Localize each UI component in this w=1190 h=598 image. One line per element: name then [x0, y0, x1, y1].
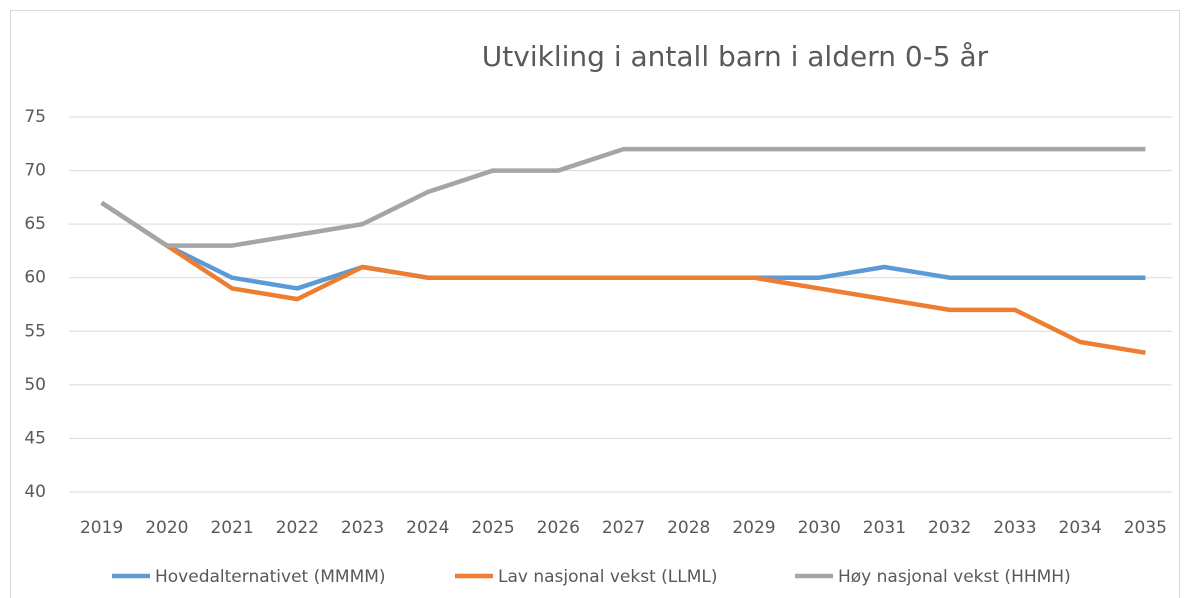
legend-label: Hovedalternativet (MMMM) — [155, 567, 386, 587]
x-tick-label: 2027 — [602, 518, 645, 538]
y-tick-label: 40 — [24, 482, 46, 502]
y-tick-label: 45 — [24, 428, 46, 448]
y-tick-label: 55 — [24, 321, 46, 341]
legend-label: Lav nasjonal vekst (LLML) — [498, 567, 717, 587]
chart-border — [10, 10, 1180, 598]
y-tick-label: 60 — [24, 268, 46, 288]
x-tick-label: 2021 — [210, 518, 253, 538]
x-tick-label: 2020 — [145, 518, 188, 538]
y-tick-label: 70 — [24, 161, 46, 181]
x-tick-label: 2023 — [341, 518, 384, 538]
series-line — [100, 146, 1146, 248]
x-tick-label: 2026 — [537, 518, 580, 538]
x-tick-label: 2029 — [732, 518, 775, 538]
y-tick-label: 65 — [24, 214, 46, 234]
x-tick-label: 2019 — [80, 518, 123, 538]
chart-title: Utvikling i antall barn i aldern 0-5 år — [482, 40, 989, 73]
x-tick-label: 2031 — [863, 518, 906, 538]
x-tick-label: 2025 — [471, 518, 514, 538]
series-line — [100, 200, 1146, 355]
y-tick-label: 75 — [24, 107, 46, 127]
legend-label: Høy nasjonal vekst (HHMH) — [838, 567, 1071, 587]
x-tick-label: 2028 — [667, 518, 710, 538]
x-tick-label: 2022 — [276, 518, 319, 538]
x-tick-label: 2024 — [406, 518, 449, 538]
x-tick-label: 2033 — [993, 518, 1036, 538]
x-tick-label: 2032 — [928, 518, 971, 538]
x-tick-label: 2034 — [1059, 518, 1102, 538]
y-tick-label: 50 — [24, 375, 46, 395]
x-tick-label: 2030 — [798, 518, 841, 538]
x-tick-label: 2035 — [1124, 518, 1167, 538]
